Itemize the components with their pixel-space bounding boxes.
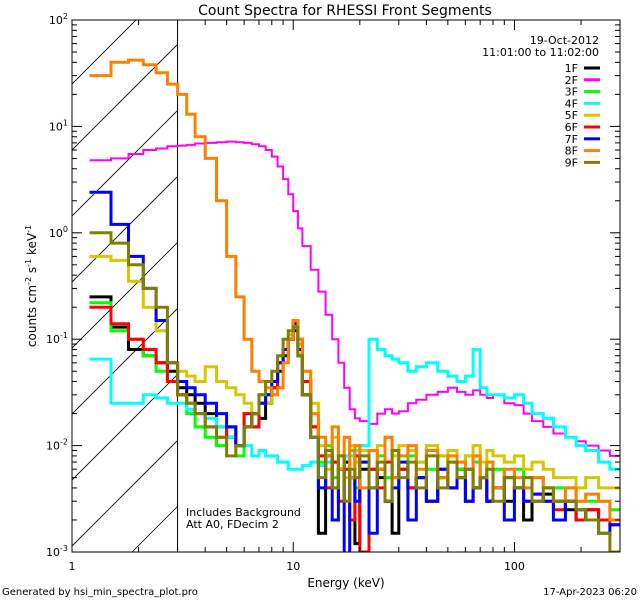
- legend-label-6F: 6F: [565, 121, 578, 134]
- y-tick-label: 10-2: [46, 438, 68, 453]
- x-tick-labels: 1 10 100: [69, 560, 525, 573]
- x-tick-label: 100: [504, 560, 525, 573]
- x-axis-label: Energy (keV): [307, 576, 384, 590]
- hatch-line: [72, 43, 178, 151]
- series-line-8F: [89, 58, 620, 522]
- x-tick-label: 10: [286, 560, 300, 573]
- series-line-2F: [89, 140, 620, 457]
- legend-label-9F: 9F: [565, 156, 578, 169]
- y-tick-labels: 10-3 10-2 10-1 100 101 102: [46, 12, 68, 559]
- legend-label-5F: 5F: [565, 109, 578, 122]
- time-range-label: 11:01:00 to 11:02:00: [482, 46, 599, 59]
- x-tick-label: 1: [69, 560, 76, 573]
- hatch-line: [72, 307, 178, 415]
- legend-label-4F: 4F: [565, 97, 578, 110]
- footer-timestamp: 17-Apr-2023 06:20: [543, 587, 637, 598]
- hatch-line: [72, 175, 178, 283]
- hatched-region: [0, 0, 640, 552]
- axis-ticks: [71, 20, 621, 553]
- hatch-line: [264, 0, 640, 552]
- annotation-attenuator: Att A0, FDecim 2: [186, 518, 279, 531]
- hatch-line: [72, 373, 178, 481]
- series-line-7F: [89, 190, 620, 552]
- series-group: [89, 58, 620, 552]
- footer-generated-by: Generated by hsi_min_spectra_plot.pro: [2, 587, 198, 598]
- y-tick-label: 102: [49, 12, 68, 27]
- y-tick-label: 100: [49, 225, 68, 240]
- hatch-line: [72, 20, 137, 85]
- y-axis-label: counts cm-2 s-1 keV-1: [24, 225, 39, 347]
- series-line-9F: [89, 231, 620, 552]
- legend-label-8F: 8F: [565, 145, 578, 158]
- legend-label-1F: 1F: [565, 62, 578, 75]
- y-tick-label: 101: [49, 118, 68, 133]
- hatch-line: [72, 439, 178, 547]
- hatch-line: [72, 241, 178, 349]
- plot-frame: [71, 19, 621, 553]
- chart-title: Count Spectra for RHESSI Front Segments: [198, 3, 492, 19]
- annotation-background: Includes Background: [186, 506, 301, 519]
- series-line-5F: [89, 254, 620, 490]
- legend-label-3F: 3F: [565, 86, 578, 99]
- hatch-line: [0, 0, 138, 552]
- y-tick-label: 10-1: [46, 331, 68, 346]
- y-tick-label: 10-3: [46, 544, 68, 559]
- legend-label-7F: 7F: [565, 133, 578, 146]
- date-label: 19-Oct-2012: [530, 34, 599, 47]
- legend-label-2F: 2F: [565, 74, 578, 87]
